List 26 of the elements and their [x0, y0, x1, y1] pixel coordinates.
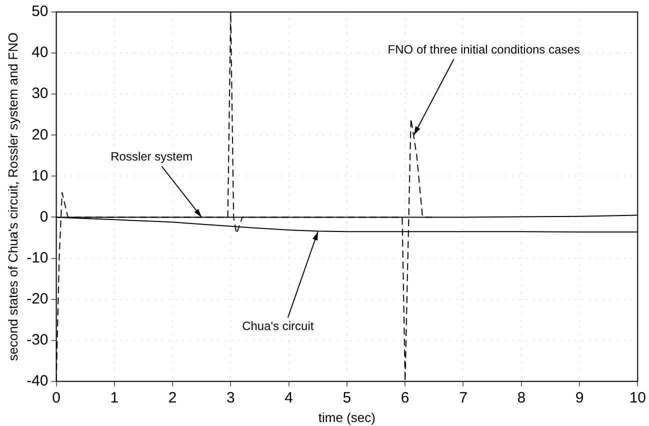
- y-tick-label: 0: [40, 208, 48, 226]
- x-tick-label: 9: [575, 390, 584, 407]
- y-tick-label: 30: [32, 85, 48, 102]
- y-tick-label: -10: [26, 249, 48, 266]
- x-tick-label: 5: [342, 390, 352, 407]
- annotation: FNO of three initial conditions cases: [388, 42, 580, 56]
- x-tick-label: 0: [52, 390, 60, 407]
- y-axis-title: second states of Chua's circuit, Rossler system and FNO: [5, 32, 20, 361]
- y-tick-label: -20: [26, 290, 48, 308]
- x-tick-label: 1: [110, 390, 119, 407]
- y-tick-label: -40: [26, 372, 48, 390]
- x-tick-label: 3: [226, 390, 235, 407]
- y-tick-label: -30: [26, 331, 48, 348]
- x-tick-label: 6: [400, 390, 410, 407]
- x-tick-label: 10: [629, 390, 646, 407]
- x-axis-title: time (sec): [318, 410, 376, 425]
- x-tick-label: 4: [284, 390, 294, 407]
- y-tick-label: 20: [32, 126, 48, 144]
- y-tick-label: 50: [32, 3, 48, 20]
- y-tick-label: 40: [32, 44, 48, 62]
- annotation: Rossler system: [110, 150, 193, 164]
- y-tick-label: 10: [32, 167, 48, 184]
- x-tick-label: 2: [168, 390, 177, 407]
- annotation: Chua's circuit: [242, 318, 314, 333]
- x-tick-label: 7: [459, 390, 468, 407]
- x-tick-label: 8: [517, 390, 526, 407]
